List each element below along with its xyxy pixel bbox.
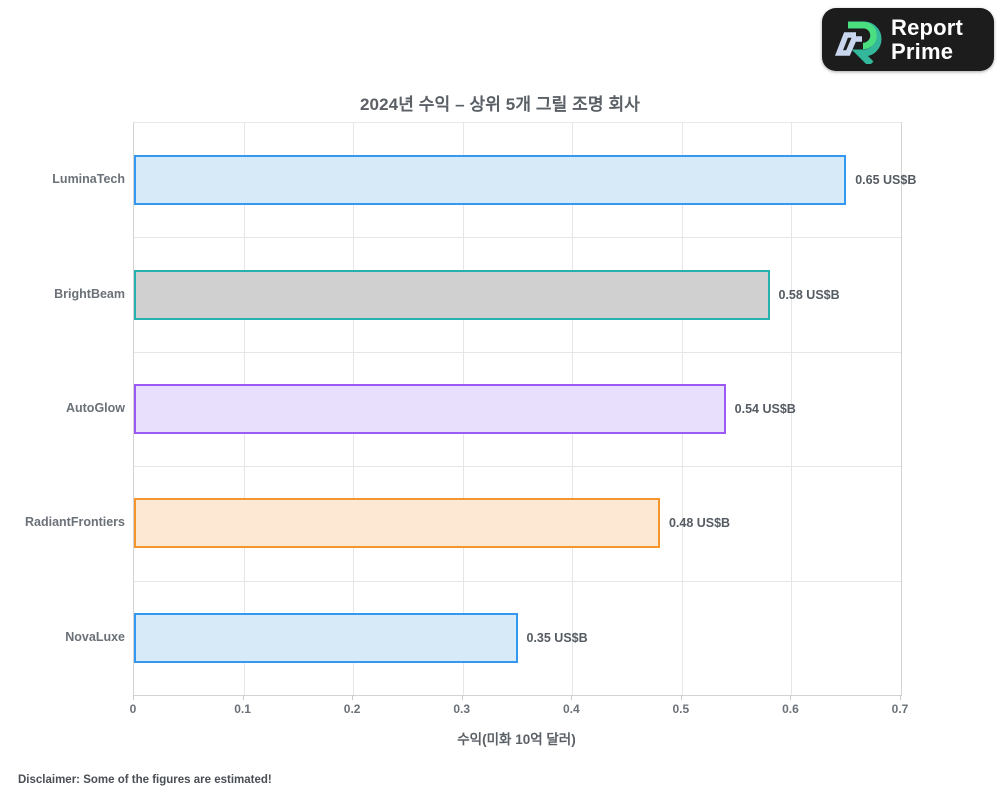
x-axis: 0 0.1 0.2 0.3 0.4 0.5 0.6 0.7	[129, 695, 908, 725]
x-tick-label: 0	[129, 702, 137, 716]
x-tick-mark	[461, 695, 463, 700]
y-gridline	[134, 237, 901, 239]
x-tick-label: 0.7	[891, 702, 909, 716]
x-tick-mark	[133, 695, 134, 700]
report-prime-logo-icon	[834, 16, 882, 66]
report-prime-wordmark: Report Prime	[891, 14, 964, 64]
x-tick-label: 0.6	[782, 702, 799, 716]
x-tick-label: 0.3	[453, 702, 471, 716]
bar-value-label: 0.58 US$B	[778, 287, 840, 302]
y-gridline	[134, 351, 901, 353]
y-axis-category-labels: LuminaTech BrightBeam AutoGlow RadiantFront…	[0, 122, 125, 694]
bar[interactable]	[134, 155, 847, 206]
logo-line-2: Prime	[891, 38, 954, 64]
bar[interactable]	[134, 269, 770, 320]
bar-value-label: 0.48 US$B	[668, 516, 731, 531]
bar-value-label: 0.35 US$B	[526, 630, 588, 645]
chart-plot-inner: 0.65 US$B 0.58 US$B 0.54 US$B 0.48 US$B 0.35…	[134, 123, 916, 695]
x-tick-mark	[571, 695, 573, 700]
x-tick-mark	[900, 695, 901, 700]
x-tick-label: 0.1	[234, 702, 251, 716]
y-axis-label-brightbeam: BrightBeam	[54, 286, 125, 301]
x-axis-title: 수익(미화 10억 달러)	[457, 732, 576, 747]
x-tick-mark	[352, 695, 354, 700]
x-tick-mark	[680, 695, 682, 700]
x-tick-label: 0.2	[343, 702, 361, 716]
x-tick-mark	[790, 695, 792, 700]
y-gridline	[134, 466, 901, 468]
x-tick-mark	[242, 695, 244, 700]
chart-plot-area: 0.65 US$B 0.58 US$B 0.54 US$B 0.48 US$B 0.35…	[133, 122, 916, 696]
bar[interactable]	[134, 498, 660, 549]
bar-value-label: 0.54 US$B	[734, 402, 796, 416]
disclaimer-text: Disclaimer: Some of the figures are esti…	[18, 774, 272, 786]
x-gridline	[791, 123, 793, 695]
bar[interactable]	[134, 384, 726, 434]
chart-title: 2024년 수익 – 상위 5개 그릴 조명 회사	[360, 95, 640, 114]
report-prime-logo-badge: Report Prime	[822, 8, 994, 71]
bar[interactable]	[134, 612, 518, 663]
y-axis-label-novaluxe: NovaLuxe	[65, 629, 125, 644]
y-axis-label-radiantfrontiers: RadiantFrontiers	[24, 515, 125, 530]
logo-line-1: Report	[891, 14, 964, 40]
y-gridline	[134, 580, 901, 582]
bar-value-label: 0.65 US$B	[855, 173, 917, 188]
y-axis-label-autoglow: AutoGlow	[65, 401, 125, 415]
x-tick-label: 0.5	[672, 702, 690, 716]
y-axis-label-luminatech: LuminaTech	[52, 172, 125, 187]
x-tick-label: 0.4	[562, 702, 580, 716]
